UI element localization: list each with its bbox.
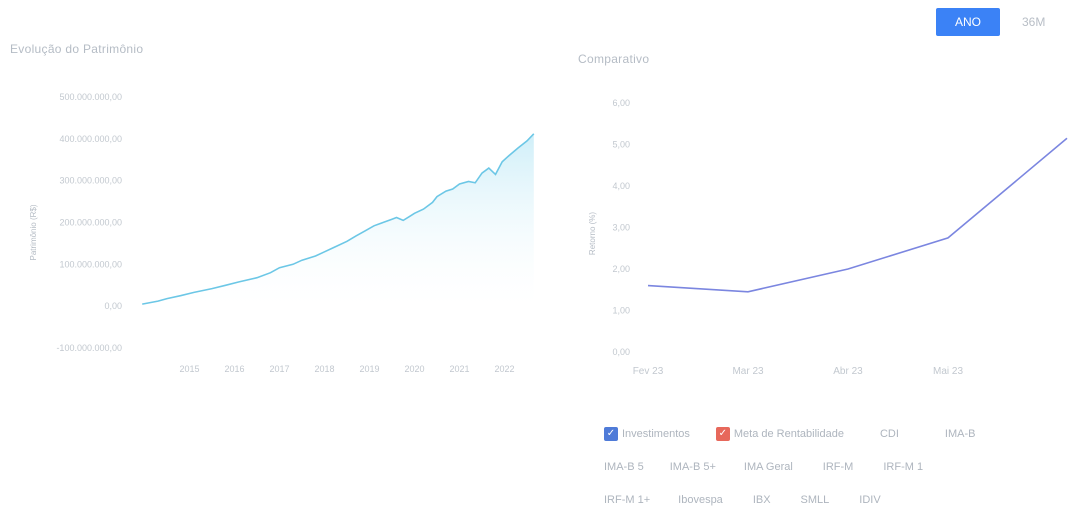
- y-axis-label: Patrimônio (R$): [29, 204, 38, 260]
- legend-label: IMA-B 5: [604, 461, 644, 473]
- legend-label: IMA-B 5+: [669, 461, 716, 473]
- comparativo-legend: ✓ Investimentos ✓ Meta de Rentabilidade CDI I…: [604, 424, 1064, 519]
- legend-item[interactable]: IMA-B 5: [604, 461, 644, 473]
- legend-label: Ibovespa: [678, 494, 723, 506]
- legend-label: SMLL: [800, 494, 830, 506]
- legend-item[interactable]: SMLL: [801, 494, 830, 506]
- legend-label: IRF-M 1+: [604, 494, 651, 506]
- x-tick-label: 2018: [314, 364, 334, 374]
- patrimonio-line: [142, 133, 535, 305]
- legend-label: IRF-M: [822, 461, 854, 473]
- legend-label: IDIV: [859, 494, 881, 506]
- y-tick-label: 0,00: [612, 347, 630, 357]
- x-tick-label: Mar 23: [732, 366, 764, 377]
- patrimonio-chart: -100.000.000,00 0,00 100.000.000,00 200.000…: [29, 92, 535, 374]
- period-ano-button[interactable]: ANO: [936, 8, 1000, 36]
- legend-item[interactable]: IRF-M 1+: [604, 494, 650, 506]
- period-toggle: ANO 36M: [936, 8, 1059, 36]
- legend-item[interactable]: ✓ Investimentos: [604, 427, 690, 441]
- x-tick-label: 2015: [179, 364, 199, 374]
- investimentos-line: [647, 137, 1068, 293]
- y-tick-label: 6,00: [612, 98, 630, 108]
- x-tick-label: Fev 23: [633, 366, 664, 377]
- legend-row: IRF-M 1+ Ibovespa IBX SMLL IDIV: [604, 490, 1064, 510]
- comparativo-title: Comparativo: [578, 52, 650, 66]
- legend-item[interactable]: CDI: [880, 428, 899, 440]
- legend-item[interactable]: IMA-B 5+: [670, 461, 716, 473]
- legend-item[interactable]: ✓ Meta de Rentabilidade: [715, 427, 844, 441]
- comparativo-chart: 0,00 1,00 2,00 3,00 4,00 5,00 6,00 Fev 23 Mar 23…: [588, 98, 1068, 377]
- legend-item[interactable]: IRF-M 1: [883, 461, 923, 473]
- y-axis-label: Retorno (%): [588, 212, 597, 255]
- checkbox-checked-icon[interactable]: ✓: [715, 427, 730, 441]
- x-tick-label: 2019: [359, 364, 379, 374]
- checkbox-checked-icon[interactable]: ✓: [604, 427, 618, 441]
- x-tick-label: Mai 23: [933, 366, 963, 377]
- legend-label: IMA-B: [944, 428, 976, 440]
- legend-item[interactable]: IMA Geral: [744, 461, 793, 473]
- y-tick-label: 0,00: [104, 301, 122, 311]
- legend-label: CDI: [879, 428, 899, 440]
- y-tick-label: 500.000.000,00: [59, 92, 122, 102]
- legend-item[interactable]: Ibovespa: [678, 494, 723, 506]
- x-tick-label: 2020: [404, 364, 424, 374]
- y-tick-label: 100.000.000,00: [59, 259, 122, 269]
- legend-label: IMA Geral: [743, 461, 793, 473]
- legend-item[interactable]: IRF-M: [823, 461, 854, 473]
- y-tick-label: 5,00: [612, 140, 630, 150]
- x-tick-label: 2021: [449, 364, 469, 374]
- y-tick-label: 300.000.000,00: [59, 176, 122, 186]
- legend-row: ✓ Investimentos ✓ Meta de Rentabilidade CDI I…: [604, 424, 1064, 444]
- y-tick-label: 1,00: [612, 306, 630, 316]
- legend-label: IBX: [752, 494, 771, 506]
- patrimonio-title: Evolução do Patrimônio: [10, 42, 144, 56]
- legend-item[interactable]: IDIV: [859, 494, 880, 506]
- y-tick-label: 4,00: [612, 181, 630, 191]
- y-tick-label: 400.000.000,00: [59, 134, 122, 144]
- x-tick-label: Abr 23: [833, 366, 863, 377]
- x-tick-label: 2017: [269, 364, 289, 374]
- y-tick-label: 2,00: [612, 264, 630, 274]
- legend-row: IMA-B 5 IMA-B 5+ IMA Geral IRF-M IRF-M 1: [604, 457, 1064, 477]
- legend-label: Investimentos: [622, 428, 690, 440]
- x-tick-label: 2016: [224, 364, 244, 374]
- period-36m-button[interactable]: 36M: [1000, 8, 1059, 36]
- legend-label: Meta de Rentabilidade: [733, 428, 844, 440]
- x-tick-label: 2022: [494, 364, 514, 374]
- y-tick-label: 200.000.000,00: [59, 218, 122, 228]
- y-tick-label: 3,00: [612, 223, 630, 233]
- legend-item[interactable]: IMA-B: [945, 428, 976, 440]
- y-tick-label: -100.000.000,00: [56, 343, 122, 353]
- legend-item[interactable]: IBX: [753, 494, 771, 506]
- legend-label: IRF-M 1: [883, 461, 924, 473]
- patrimonio-area: [142, 133, 534, 307]
